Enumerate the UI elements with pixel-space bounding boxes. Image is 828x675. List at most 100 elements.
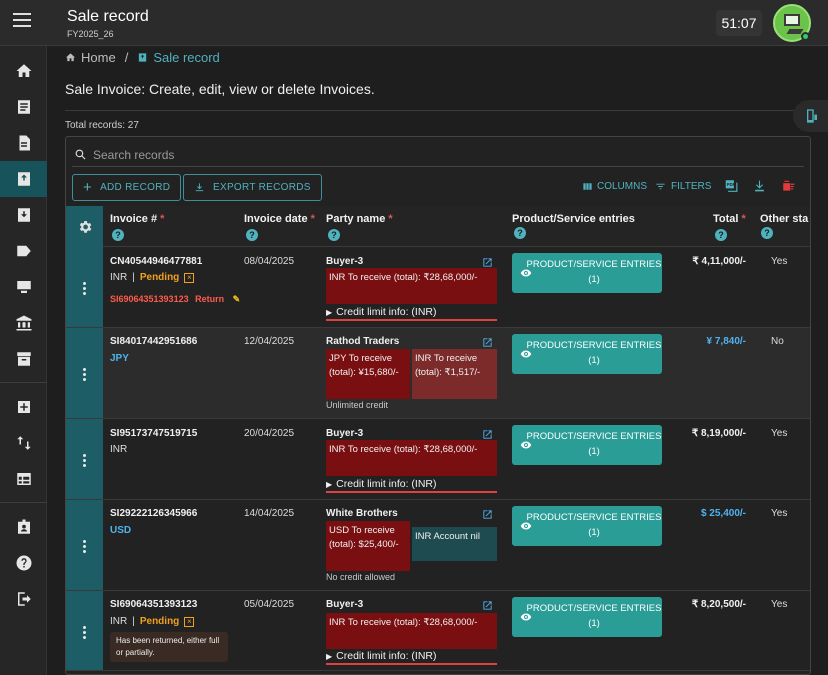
required-mark: * [741, 213, 746, 225]
avatar[interactable] [773, 4, 811, 42]
svg-text:PDF: PDF [727, 182, 736, 187]
help-icon[interactable]: ? [514, 227, 526, 239]
download-icon[interactable] [753, 179, 766, 193]
return-invoice-number: SI69064351393123 [110, 294, 189, 304]
swap-vertical-icon[interactable] [0, 425, 47, 461]
party-name[interactable]: Rathod Traders [326, 336, 400, 347]
table-row[interactable]: SI84017442951686 JPY 12/04/2025 Rathod T… [66, 328, 810, 419]
archive-icon[interactable] [0, 341, 47, 377]
contact-badge-icon[interactable] [0, 509, 47, 545]
breadcrumb-home[interactable]: Home [81, 50, 116, 65]
product-entries-button[interactable]: PRODUCT/SERVICE ENTRIES (1) [512, 597, 662, 637]
open-external-icon[interactable] [482, 337, 493, 348]
pdf-icon[interactable]: PDF [724, 178, 738, 193]
open-external-icon[interactable] [482, 600, 493, 611]
calendar-cancel-icon: × [184, 616, 195, 627]
sidebar [0, 46, 47, 675]
table-header: Invoice # * ? Invoice date * ? Party nam… [66, 206, 810, 247]
col-party[interactable]: Party name * [326, 213, 393, 225]
side-panel-toggle[interactable] [793, 100, 828, 132]
table-row[interactable]: CN40544946477881 INR | Pending × SI69064… [66, 247, 810, 328]
party-name[interactable]: White Brothers [326, 508, 398, 519]
open-external-icon[interactable] [482, 509, 493, 520]
table-settings[interactable] [66, 206, 103, 247]
open-external-icon[interactable] [482, 429, 493, 440]
product-entries-button[interactable]: PRODUCT/SERVICE ENTRIES (1) [512, 506, 662, 546]
row-menu-icon[interactable] [83, 540, 86, 555]
invoice-number[interactable]: SI84017442951686 [110, 336, 198, 347]
help-icon[interactable] [0, 545, 47, 581]
sale-record-icon[interactable] [0, 161, 47, 197]
party-name[interactable]: Buyer-3 [326, 256, 364, 267]
return-reference[interactable]: SI69064351393123 Return ✎ [110, 294, 240, 305]
receivable-box: INR To receive (total): ₹28,68,000/- [326, 613, 497, 649]
currency-code: INR [110, 616, 128, 627]
col-invoice[interactable]: Invoice # * [110, 213, 164, 225]
credit-note: Unlimited credit [326, 400, 389, 410]
credit-limit-toggle[interactable]: ▶ Credit limit info: (INR) [326, 306, 437, 318]
table-icon[interactable] [0, 461, 47, 497]
export-records-button[interactable]: EXPORT RECORDS [183, 174, 322, 201]
invoice-number[interactable]: SI69064351393123 [110, 599, 198, 610]
search-bar[interactable]: Search records [72, 143, 804, 167]
help-icon[interactable]: ? [112, 229, 124, 241]
invoice-total: ₹ 4,11,000/- [692, 256, 746, 267]
table-row[interactable]: SI95173747519715 INR 20/04/2025 Buyer-3 … [66, 419, 810, 500]
purchase-icon[interactable] [0, 197, 47, 233]
table-row[interactable]: SI69064351393123 INR | Pending × Has bee… [66, 591, 810, 671]
columns-button[interactable]: COLUMNS [582, 181, 647, 192]
breadcrumb-current: Sale record [153, 50, 220, 65]
invoice-total: $ 25,400/- [700, 508, 746, 519]
required-mark: * [388, 213, 393, 225]
edit-pencil-icon: ✎ [232, 294, 241, 304]
filter-icon [656, 183, 665, 190]
currency-code: USD [110, 525, 132, 536]
col-other[interactable]: Other sta [760, 213, 808, 225]
bank-icon[interactable] [0, 305, 47, 341]
sidebar-divider [0, 502, 47, 503]
eye-icon [520, 350, 532, 358]
product-entries-button[interactable]: PRODUCT/SERVICE ENTRIES (1) [512, 253, 662, 293]
help-icon[interactable]: ? [328, 229, 340, 241]
logout-icon[interactable] [0, 581, 47, 617]
product-entries-button[interactable]: PRODUCT/SERVICE ENTRIES (1) [512, 334, 662, 374]
credit-limit-toggle[interactable]: ▶ Credit limit info: (INR) [326, 478, 437, 490]
col-total[interactable]: Total * [713, 213, 746, 225]
invoice-number[interactable]: SI29222126345966 [110, 508, 198, 519]
pos-icon[interactable] [0, 269, 47, 305]
list-icon[interactable] [0, 89, 47, 125]
row-menu-icon[interactable] [83, 368, 86, 383]
triangle-right-icon: ▶ [326, 479, 333, 489]
credit-limit-toggle[interactable]: ▶ Credit limit info: (INR) [326, 650, 437, 662]
row-handle [66, 591, 103, 670]
table-row[interactable]: SI29222126345966 USD 14/04/2025 White Br… [66, 500, 810, 591]
plus-icon: + [83, 179, 93, 196]
label-icon[interactable] [0, 233, 47, 269]
help-icon[interactable]: ? [246, 229, 258, 241]
open-external-icon[interactable] [482, 257, 493, 268]
row-menu-icon[interactable] [83, 282, 86, 297]
product-entries-button[interactable]: PRODUCT/SERVICE ENTRIES (1) [512, 425, 662, 465]
party-name[interactable]: Buyer-3 [326, 428, 364, 439]
add-record-button[interactable]: + ADD RECORD [72, 174, 182, 201]
filters-button[interactable]: FILTERS [654, 181, 711, 192]
row-menu-icon[interactable] [83, 626, 86, 641]
credit-note: No credit allowed [326, 572, 396, 582]
document-icon[interactable] [0, 125, 47, 161]
delete-sweep-icon[interactable] [781, 179, 796, 193]
help-icon[interactable]: ? [761, 227, 773, 239]
invoice-date: 14/04/2025 [244, 508, 295, 519]
search-input[interactable]: Search records [93, 147, 175, 162]
help-icon[interactable]: ? [715, 229, 727, 241]
home-icon[interactable] [0, 53, 47, 89]
row-menu-icon[interactable] [83, 454, 86, 469]
other-status: Yes [771, 508, 788, 519]
col-date[interactable]: Invoice date * [244, 213, 315, 225]
invoice-number[interactable]: CN40544946477881 [110, 256, 203, 267]
party-name[interactable]: Buyer-3 [326, 599, 364, 610]
col-entries[interactable]: Product/Service entries [512, 213, 635, 225]
invoice-number[interactable]: SI95173747519715 [110, 428, 198, 439]
add-box-icon[interactable] [0, 389, 47, 425]
menu-icon[interactable] [13, 13, 31, 27]
triangle-right-icon: ▶ [326, 651, 333, 661]
